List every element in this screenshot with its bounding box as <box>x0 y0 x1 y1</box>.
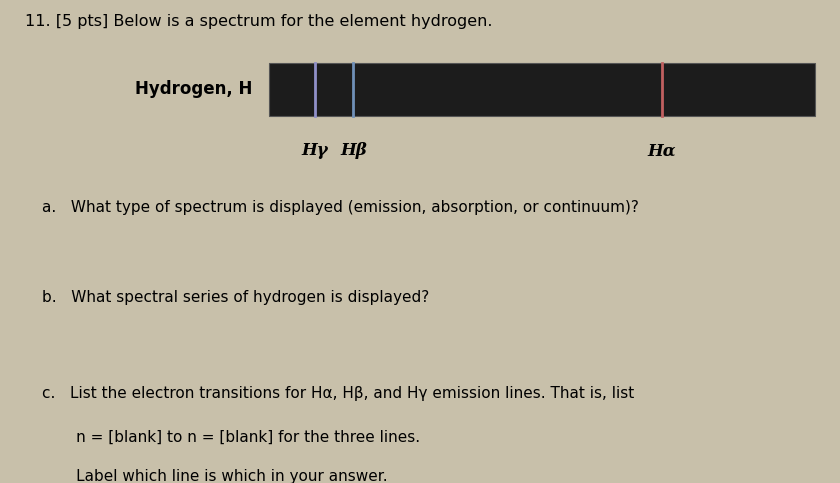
Text: Hγ: Hγ <box>302 142 328 159</box>
Text: b.   What spectral series of hydrogen is displayed?: b. What spectral series of hydrogen is d… <box>42 290 429 305</box>
Text: c.   List the electron transitions for Hα, Hβ, and Hγ emission lines. That is, l: c. List the electron transitions for Hα,… <box>42 386 634 401</box>
Text: Hβ: Hβ <box>340 142 367 159</box>
Text: 11. [5 pts] Below is a spectrum for the element hydrogen.: 11. [5 pts] Below is a spectrum for the … <box>25 14 493 29</box>
Text: a.   What type of spectrum is displayed (emission, absorption, or continuum)?: a. What type of spectrum is displayed (e… <box>42 200 639 215</box>
Text: Hα: Hα <box>648 142 676 159</box>
Text: Hydrogen, H: Hydrogen, H <box>134 80 252 99</box>
Bar <box>269 63 815 116</box>
Text: n = [blank] to n = [blank] for the three lines.: n = [blank] to n = [blank] for the three… <box>42 430 420 445</box>
Text: Label which line is which in your answer.: Label which line is which in your answer… <box>42 469 387 483</box>
